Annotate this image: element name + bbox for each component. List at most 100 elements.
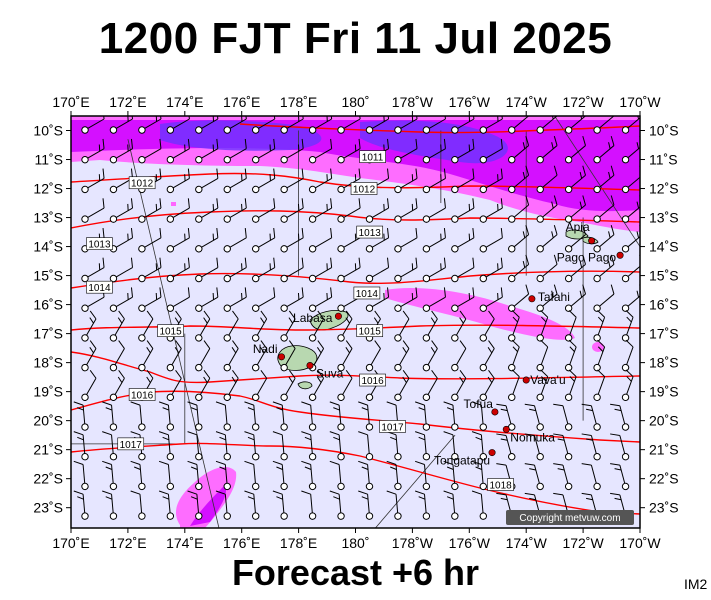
wind-barb — [166, 370, 182, 402]
place-markers: Apia Pago Pago Tafahi Labasa Nadi Suva Vava'u T… — [253, 220, 624, 468]
wind-barb — [138, 227, 162, 253]
wind-barb — [536, 284, 558, 312]
wind-barb — [280, 168, 304, 194]
wind-barb — [301, 460, 317, 491]
wind-barb — [593, 195, 615, 223]
wind-barb — [553, 433, 573, 461]
isobar-label: 1011 — [359, 150, 386, 164]
wind-barb — [536, 254, 558, 283]
lon-label-top: 176˚W — [449, 94, 491, 110]
isobar-line — [71, 442, 640, 515]
wind-barb — [593, 135, 615, 164]
lon-label-top: 172˚E — [109, 94, 146, 110]
wind-barb — [195, 138, 219, 164]
wind-barb — [422, 138, 446, 164]
wind-barb — [272, 431, 288, 461]
wind-barb — [251, 370, 268, 402]
isobar-label-text: 1017 — [381, 422, 404, 433]
wind-barb — [386, 460, 402, 491]
wind-barb — [479, 138, 503, 164]
isobar-label: 1018 — [487, 478, 514, 491]
wind-barb — [358, 431, 374, 461]
wind-barb — [329, 460, 345, 491]
wind-barb — [451, 138, 475, 164]
wind-barb — [337, 116, 361, 134]
place-label: Labasa — [293, 311, 333, 325]
wind-barb — [451, 257, 475, 283]
wind-barb — [479, 257, 503, 283]
lon-label-bottom: 174˚W — [506, 535, 548, 551]
wind-barb — [365, 227, 390, 253]
wind-barb — [610, 403, 630, 431]
place-label: Tafahi — [538, 290, 570, 304]
wind-barb — [187, 490, 203, 520]
wind-barb — [422, 310, 438, 342]
wind-barb — [394, 257, 418, 283]
wind-barb — [166, 138, 190, 164]
wind-barb — [195, 370, 211, 402]
place-label: Tofua — [464, 397, 494, 411]
place-labasa: Labasa — [293, 311, 342, 325]
wind-barb — [553, 463, 573, 491]
wind-barb — [308, 310, 325, 342]
wind-barb — [422, 116, 446, 134]
wind-barb — [187, 460, 203, 491]
place-label: Nadi — [253, 342, 278, 356]
wind-barb — [610, 463, 630, 491]
isobar-label: 1012 — [128, 176, 156, 190]
wind-barb — [479, 168, 503, 194]
map-axes: 170˚E 170˚E 172˚E 172˚E 174˚E 174˚E 176˚E 176˚E… — [33, 94, 678, 551]
lat-label-left: 12˚S — [33, 181, 63, 197]
lon-label-top: 180˚ — [341, 94, 369, 110]
wind-barb — [365, 287, 390, 312]
wind-barb — [415, 401, 431, 431]
wind-barb — [365, 116, 390, 134]
wind-barb — [195, 310, 211, 342]
wind-barb — [166, 287, 190, 312]
wind-barb — [280, 138, 304, 164]
wind-barb — [280, 310, 296, 342]
wind-barb — [496, 403, 516, 431]
place-apia: Apia — [566, 220, 596, 245]
lat-label-right: 12˚S — [649, 181, 679, 197]
isobar-label-text: 1013 — [359, 228, 382, 239]
wind-barb — [195, 340, 211, 372]
wind-barb — [251, 168, 276, 194]
wind-barb — [564, 135, 586, 164]
wind-barb — [244, 490, 260, 520]
wind-barb — [109, 198, 133, 223]
wind-barb — [564, 116, 586, 134]
image-code: IM2 — [684, 576, 708, 592]
wind-barb — [102, 460, 118, 491]
place-label: Tongatapu — [434, 454, 490, 468]
wind-barb — [508, 195, 530, 223]
wind-barb — [621, 339, 634, 372]
wind-barb — [223, 168, 247, 194]
wind-barb — [223, 227, 247, 253]
wind-barb — [337, 168, 361, 194]
place-vava-u: Vava'u — [522, 373, 566, 387]
wind-barb — [593, 284, 615, 312]
wind-barb — [536, 310, 549, 342]
place-dot — [616, 251, 624, 259]
wind-barb — [524, 463, 544, 491]
wind-barb — [358, 401, 374, 431]
place-dot — [502, 425, 510, 433]
wind-barb — [223, 257, 247, 283]
isobar-label-text: 1016 — [131, 391, 154, 402]
place-dot — [491, 408, 499, 416]
lon-label-bottom: 174˚E — [166, 535, 203, 551]
wind-barb — [337, 138, 361, 164]
wind-barb — [422, 227, 446, 253]
wind-barb — [195, 287, 219, 312]
lat-label-right: 14˚S — [649, 239, 679, 255]
place-label: Pago Pago — [557, 250, 617, 264]
wind-barb — [564, 369, 577, 402]
wind-barb — [138, 198, 162, 223]
wind-barb — [564, 284, 586, 312]
wind-barb — [508, 165, 530, 194]
wind-barb — [337, 257, 361, 283]
isobar-label-text: 1013 — [88, 240, 111, 251]
lat-label-right: 17˚S — [649, 326, 679, 342]
